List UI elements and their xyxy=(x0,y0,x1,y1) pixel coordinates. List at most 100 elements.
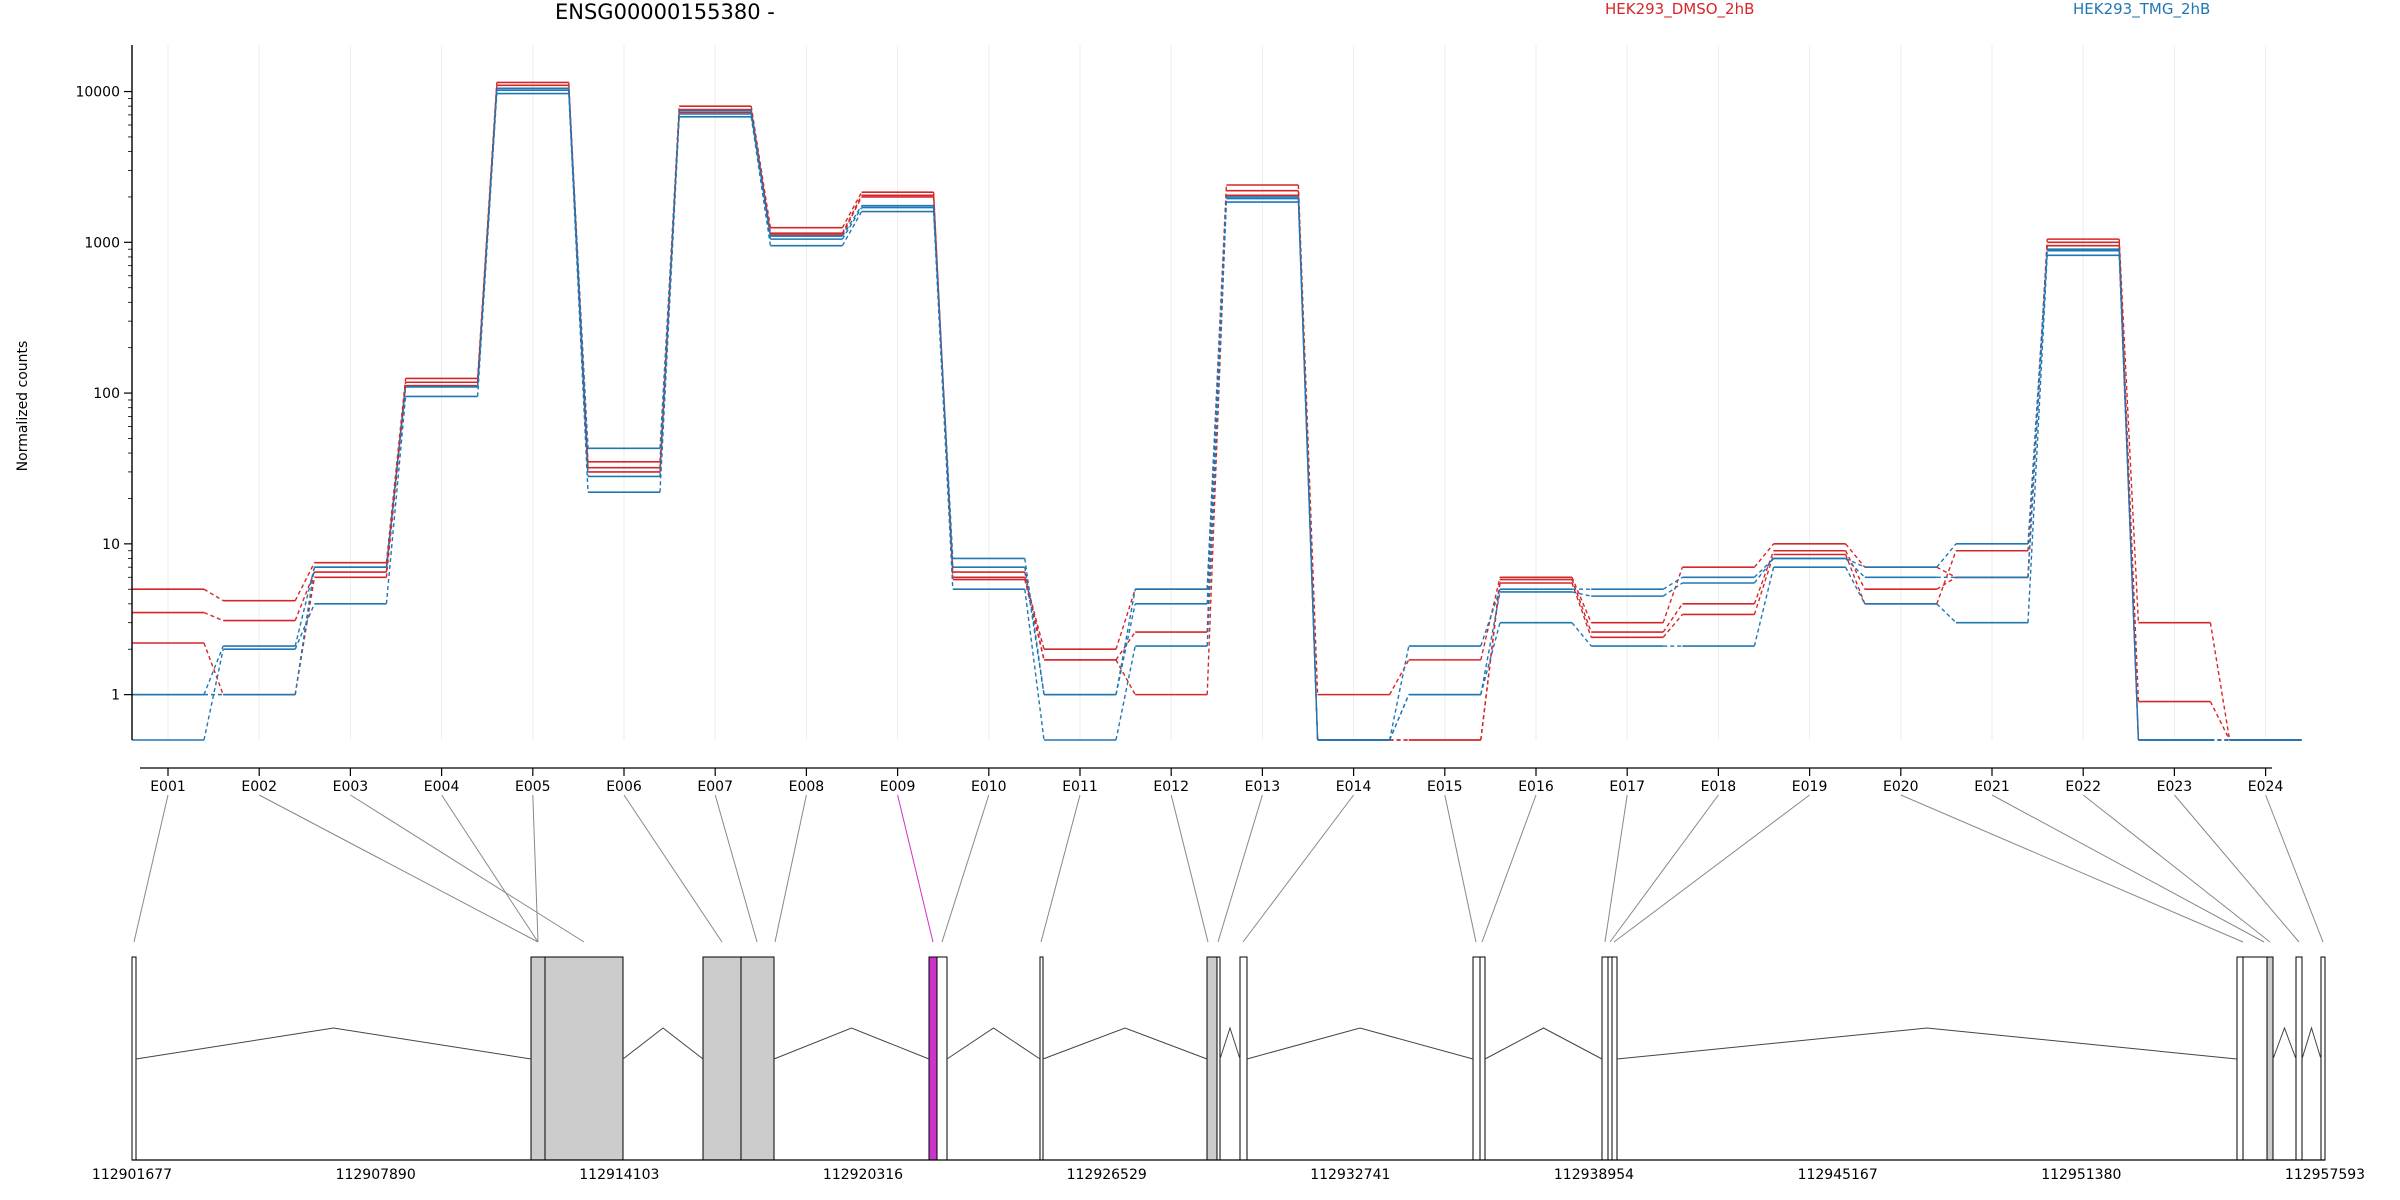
exon-connectors xyxy=(133,794,2324,943)
x-tick-label: E008 xyxy=(789,779,825,795)
y-tick-label: 10 xyxy=(102,537,120,553)
intron-line xyxy=(2301,1026,2322,1060)
series-connector xyxy=(841,196,863,236)
exon-box xyxy=(1206,956,1218,1161)
series-tmg-4 xyxy=(132,92,2302,741)
exon-box xyxy=(1216,956,1221,1161)
genomic-tick-label: 112920316 xyxy=(823,1167,903,1183)
x-tick-label: E016 xyxy=(1518,779,1554,795)
series-connector xyxy=(1480,591,1501,695)
series-connector xyxy=(2027,249,2048,544)
intron-line xyxy=(1246,1027,1474,1060)
series-connector xyxy=(294,567,316,695)
series-connector xyxy=(476,93,498,397)
exon-connector xyxy=(1613,794,1810,943)
exon-box xyxy=(530,956,546,1161)
intron-line xyxy=(1042,1027,1208,1060)
x-tick-label: E021 xyxy=(1974,779,2010,795)
series-lines xyxy=(132,81,2302,741)
series-connector xyxy=(1936,603,1957,624)
series-connector xyxy=(385,386,407,568)
exon-connector xyxy=(1604,794,1628,943)
series-connector xyxy=(841,211,863,247)
series-connector xyxy=(294,571,316,621)
exon-connector xyxy=(774,794,807,943)
exon-connector xyxy=(441,794,539,943)
exon-connector xyxy=(1991,794,2265,943)
series-connector xyxy=(1571,577,1592,623)
exon-connector xyxy=(941,794,990,943)
exon-connector xyxy=(2082,794,2271,943)
exon-connector xyxy=(1609,794,1719,943)
series-tmg-5 xyxy=(132,89,2302,741)
legend-entry-tmg: HEK293_TMG_2hB xyxy=(2073,0,2211,18)
exon-connector xyxy=(2265,794,2324,943)
series-connector xyxy=(294,603,316,650)
exon-box xyxy=(544,956,624,1161)
series-connector xyxy=(841,194,863,234)
gene-model: 112901677 112907890 112914103 112920316 1129… xyxy=(92,956,2365,1183)
series-connector xyxy=(2027,250,2048,578)
grid-lines xyxy=(167,45,2267,740)
genomic-tick-label: 112932741 xyxy=(1310,1167,1390,1183)
series-connector xyxy=(1206,198,1228,604)
series-connector xyxy=(1936,566,1957,578)
exon-box xyxy=(928,956,938,1161)
exon-box xyxy=(1472,956,1481,1161)
series-connector xyxy=(1480,582,1501,741)
exon-connector xyxy=(258,794,539,943)
series-connector xyxy=(203,588,224,602)
series-connector xyxy=(1753,554,1775,615)
series-connector xyxy=(1662,576,1683,590)
series-connector xyxy=(203,645,224,695)
y-tick-label: 1000 xyxy=(84,235,120,251)
series-connector xyxy=(1845,557,1866,568)
genomic-tick-label: 112938954 xyxy=(1554,1167,1634,1183)
x-tick-label: E010 xyxy=(971,779,1007,795)
series-connector xyxy=(1571,582,1592,638)
series-connector xyxy=(1480,589,1501,647)
series-connector xyxy=(659,113,680,477)
intron-line xyxy=(1484,1027,1603,1060)
series-connector xyxy=(1206,202,1228,647)
x-tick-label: E022 xyxy=(2065,779,2101,795)
x-tick-label: E014 xyxy=(1336,779,1372,795)
series-connector xyxy=(1115,645,1136,741)
series-connector xyxy=(1024,589,1045,741)
series-connector xyxy=(568,93,589,493)
exon-box xyxy=(1611,956,1618,1161)
x-tick-label: E007 xyxy=(697,779,733,795)
series-connector xyxy=(2209,701,2231,741)
series-connector xyxy=(1206,195,1228,695)
genomic-tick-label: 112926529 xyxy=(1067,1167,1147,1183)
axes: 1 10 100 1000 10000 E001 E002 E003 E004 E005 E006 E… xyxy=(75,45,2283,795)
exon-connector xyxy=(532,794,539,943)
series-connector xyxy=(2027,255,2048,623)
series-connector xyxy=(1115,603,1136,695)
intron-line xyxy=(1219,1026,1241,1060)
x-tick-label: E006 xyxy=(606,779,642,795)
exon-box xyxy=(740,956,775,1161)
genomic-tick-label: 112914103 xyxy=(579,1167,659,1183)
series-connector xyxy=(1753,558,1775,584)
series-connector xyxy=(2118,239,2140,623)
x-tick-label: E019 xyxy=(1792,779,1828,795)
series-connector xyxy=(294,562,316,601)
intron-line xyxy=(2272,1026,2297,1060)
series-connector xyxy=(841,205,863,237)
series-connector xyxy=(1571,579,1592,633)
series-connector xyxy=(1024,571,1045,661)
series-connector xyxy=(1662,566,1684,623)
x-tick-label: E012 xyxy=(1153,779,1189,795)
series-connector xyxy=(1480,622,1501,695)
exon-connector xyxy=(623,794,723,943)
x-tick-label: E017 xyxy=(1609,779,1645,795)
series-connector xyxy=(1845,557,1866,578)
genomic-tick-label: 112951380 xyxy=(2041,1167,2121,1183)
series-connector xyxy=(568,90,589,477)
exon-connector xyxy=(1900,794,2244,943)
x-tick-label: E003 xyxy=(333,779,369,795)
series-connector xyxy=(1024,579,1045,661)
exon-connector xyxy=(1444,794,1477,943)
x-tick-label: E005 xyxy=(515,779,551,795)
